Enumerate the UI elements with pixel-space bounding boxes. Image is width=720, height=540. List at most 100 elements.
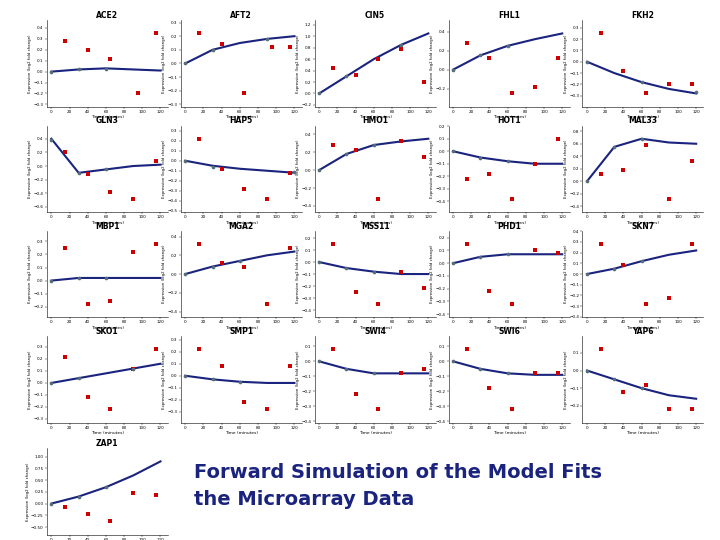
Point [636,78,647,86]
Point [284,244,296,252]
Point [82,300,94,308]
Point [327,240,338,248]
Point [238,185,250,193]
Point [150,156,162,165]
Point [179,157,191,165]
Point [179,372,191,380]
Point [234,377,246,386]
Point [127,364,139,373]
Point [640,380,652,389]
Point [341,150,352,158]
Point [447,357,459,366]
Point [104,54,116,63]
Point [261,300,273,308]
Point [216,259,228,267]
X-axis label: Time (minutes): Time (minutes) [91,115,124,119]
Point [207,262,218,271]
Point [395,267,407,276]
Point [341,364,352,373]
Point [663,80,675,89]
Point [372,300,384,308]
Title: GLN3: GLN3 [96,117,119,125]
Point [238,398,250,407]
Point [461,174,472,183]
Y-axis label: Expression (log2 fold change): Expression (log2 fold change) [564,350,568,409]
Point [179,59,191,68]
Point [289,167,300,176]
Point [484,54,495,63]
Point [640,89,652,98]
X-axis label: Time (minutes): Time (minutes) [91,431,124,435]
Point [529,159,541,168]
X-axis label: Time (minutes): Time (minutes) [359,220,392,225]
Point [552,248,564,257]
Point [686,80,698,89]
X-axis label: Time (minutes): Time (minutes) [91,326,124,330]
Point [73,492,84,501]
X-axis label: Time (minutes): Time (minutes) [492,431,526,435]
Point [207,375,218,383]
Point [686,240,698,248]
Point [261,35,273,43]
Y-axis label: Expression (log2 fold change): Expression (log2 fold change) [162,245,166,303]
Point [193,29,204,38]
Point [608,143,620,151]
Point [552,54,564,63]
X-axis label: Time (minutes): Time (minutes) [225,115,258,119]
Title: FKH2: FKH2 [631,11,654,20]
Point [484,170,495,178]
X-axis label: Time (minutes): Time (minutes) [626,431,660,435]
Point [59,352,71,361]
Point [506,300,518,308]
Point [529,369,541,377]
Y-axis label: Expression (log2 fold change): Expression (log2 fold change) [564,139,568,198]
Title: HMO1: HMO1 [362,117,388,125]
Title: SWI4: SWI4 [364,327,386,336]
X-axis label: Time (minutes): Time (minutes) [225,431,258,435]
Point [663,194,675,203]
Point [73,274,84,282]
Y-axis label: Expression (log2 fold change): Expression (log2 fold change) [162,34,166,93]
Point [313,357,325,366]
Point [484,384,495,393]
Point [73,168,84,177]
Point [461,39,472,48]
Point [595,240,606,248]
Point [663,293,675,302]
Point [193,345,204,354]
Point [327,345,338,354]
Point [372,194,384,203]
Y-axis label: Expression (log2 fold change): Expression (log2 fold change) [430,245,434,303]
Point [636,257,647,266]
Point [529,83,541,91]
X-axis label: Time (minutes): Time (minutes) [492,115,526,119]
Point [502,42,513,50]
Text: Forward Simulation of the Model Fits
the Microarray Data: Forward Simulation of the Model Fits the… [194,463,602,509]
Point [395,369,407,377]
Title: SKN7: SKN7 [631,222,654,231]
Title: MSS11: MSS11 [361,222,390,231]
Y-axis label: Expression (log2 fold change): Expression (log2 fold change) [162,139,166,198]
Point [100,483,112,491]
Point [636,134,647,143]
Y-axis label: Expression (log2 fold change): Expression (log2 fold change) [28,34,32,93]
Y-axis label: Expression (log2 fold change): Expression (log2 fold change) [28,139,32,198]
Point [506,405,518,414]
Point [216,40,228,49]
X-axis label: Time (minutes): Time (minutes) [225,220,258,225]
Point [45,136,57,144]
Point [73,374,84,382]
Point [150,491,162,500]
Title: MGA2: MGA2 [229,222,253,231]
Point [216,164,228,173]
Point [313,89,325,98]
X-axis label: Time (minutes): Time (minutes) [626,220,660,225]
Point [595,29,606,38]
Point [216,362,228,370]
Point [238,262,250,271]
Point [127,364,139,373]
Point [368,141,379,150]
Point [395,137,407,146]
Point [313,166,325,174]
Point [127,489,139,497]
